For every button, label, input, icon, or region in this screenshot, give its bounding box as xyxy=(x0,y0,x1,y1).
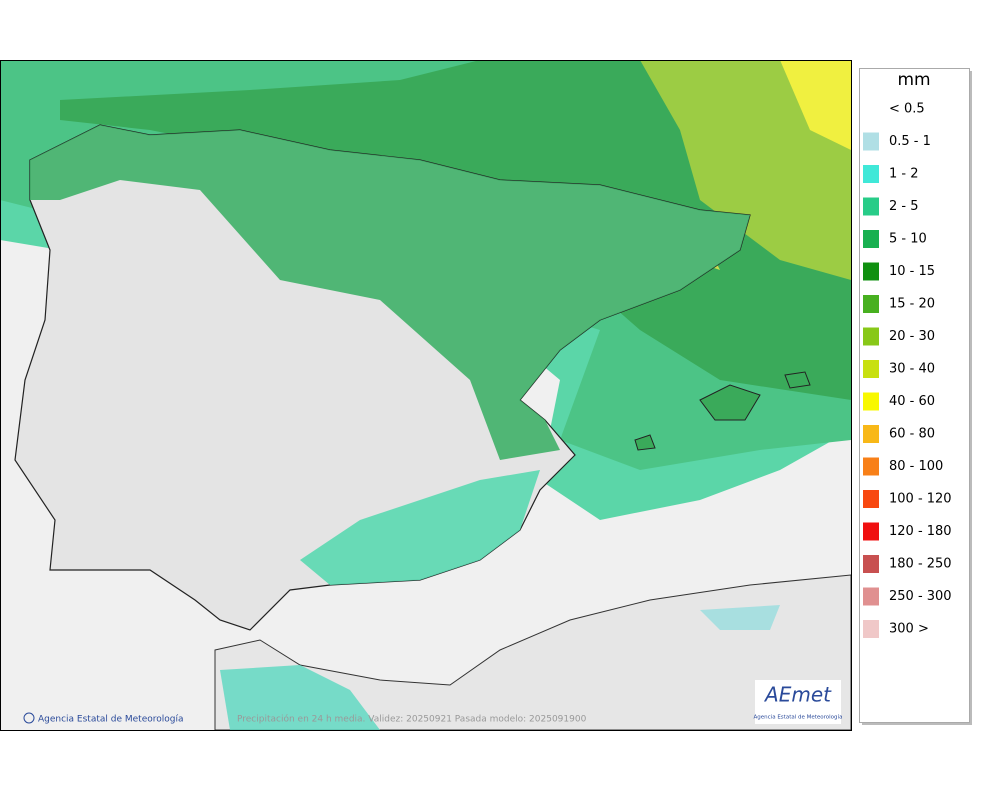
legend-label: 250 - 300 xyxy=(889,589,952,604)
legend-label: 15 - 20 xyxy=(889,297,935,312)
island xyxy=(699,384,761,421)
rain-area xyxy=(300,470,540,585)
legend-label: 10 - 15 xyxy=(889,264,935,279)
legend-swatch xyxy=(863,327,879,346)
map: AEmet Agencia Estatal de Meteorología Ag… xyxy=(1,60,851,730)
legend-swatch xyxy=(863,230,879,248)
logo: AEmet xyxy=(763,683,832,707)
legend-swatch xyxy=(863,392,879,411)
copyright-icon xyxy=(23,712,35,724)
legend-label: 5 - 10 xyxy=(889,232,927,247)
caption: Precipitación en 24 h media. Validez: 20… xyxy=(237,714,587,725)
island xyxy=(784,371,811,389)
legend-swatch xyxy=(863,490,879,508)
legend-swatch xyxy=(863,522,879,541)
legend-label: 2 - 5 xyxy=(889,199,919,214)
legend-swatch xyxy=(863,457,879,476)
legend-label: 300 > xyxy=(889,622,929,637)
legend-label: < 0.5 xyxy=(889,102,925,117)
rain-area xyxy=(640,60,851,280)
credit: Agencia Estatal de Meteorología xyxy=(38,715,184,725)
legend-swatch xyxy=(863,132,879,151)
map-frame xyxy=(0,60,852,731)
legend-swatch xyxy=(863,165,879,183)
legend-label: 100 - 120 xyxy=(889,492,952,507)
logo-box xyxy=(755,680,841,724)
legend-label: 60 - 80 xyxy=(889,427,935,442)
legend-label: 80 - 100 xyxy=(889,459,943,474)
legend-swatch xyxy=(863,555,879,573)
rain-area xyxy=(220,665,380,730)
legend-items: < 0.5 0.5 - 1 1 - 2 2 - 5 5 - 10 10 - 15 15 - … xyxy=(863,102,952,638)
legend-swatch xyxy=(863,295,879,313)
legend-label: 20 - 30 xyxy=(889,329,935,344)
legend-label: 120 - 180 xyxy=(889,524,952,539)
rain-area xyxy=(30,125,750,460)
legend-swatch xyxy=(863,620,879,638)
legend-label: 40 - 60 xyxy=(889,394,935,409)
rain-area xyxy=(780,60,851,150)
legend-unit: mm xyxy=(897,70,930,90)
legend-label: 0.5 - 1 xyxy=(889,134,931,149)
legend-swatch xyxy=(863,197,879,216)
legend-swatch xyxy=(863,360,879,378)
legend-swatch xyxy=(863,262,879,281)
legend-label: 30 - 40 xyxy=(889,362,935,377)
legend-label: 1 - 2 xyxy=(889,167,919,182)
logo-subtitle: Agencia Estatal de Meteorología xyxy=(754,714,843,721)
legend-label: 180 - 250 xyxy=(889,557,952,572)
rain-area xyxy=(700,605,780,630)
island xyxy=(634,434,656,451)
legend-swatch xyxy=(863,425,879,443)
legend-swatch xyxy=(863,587,879,606)
